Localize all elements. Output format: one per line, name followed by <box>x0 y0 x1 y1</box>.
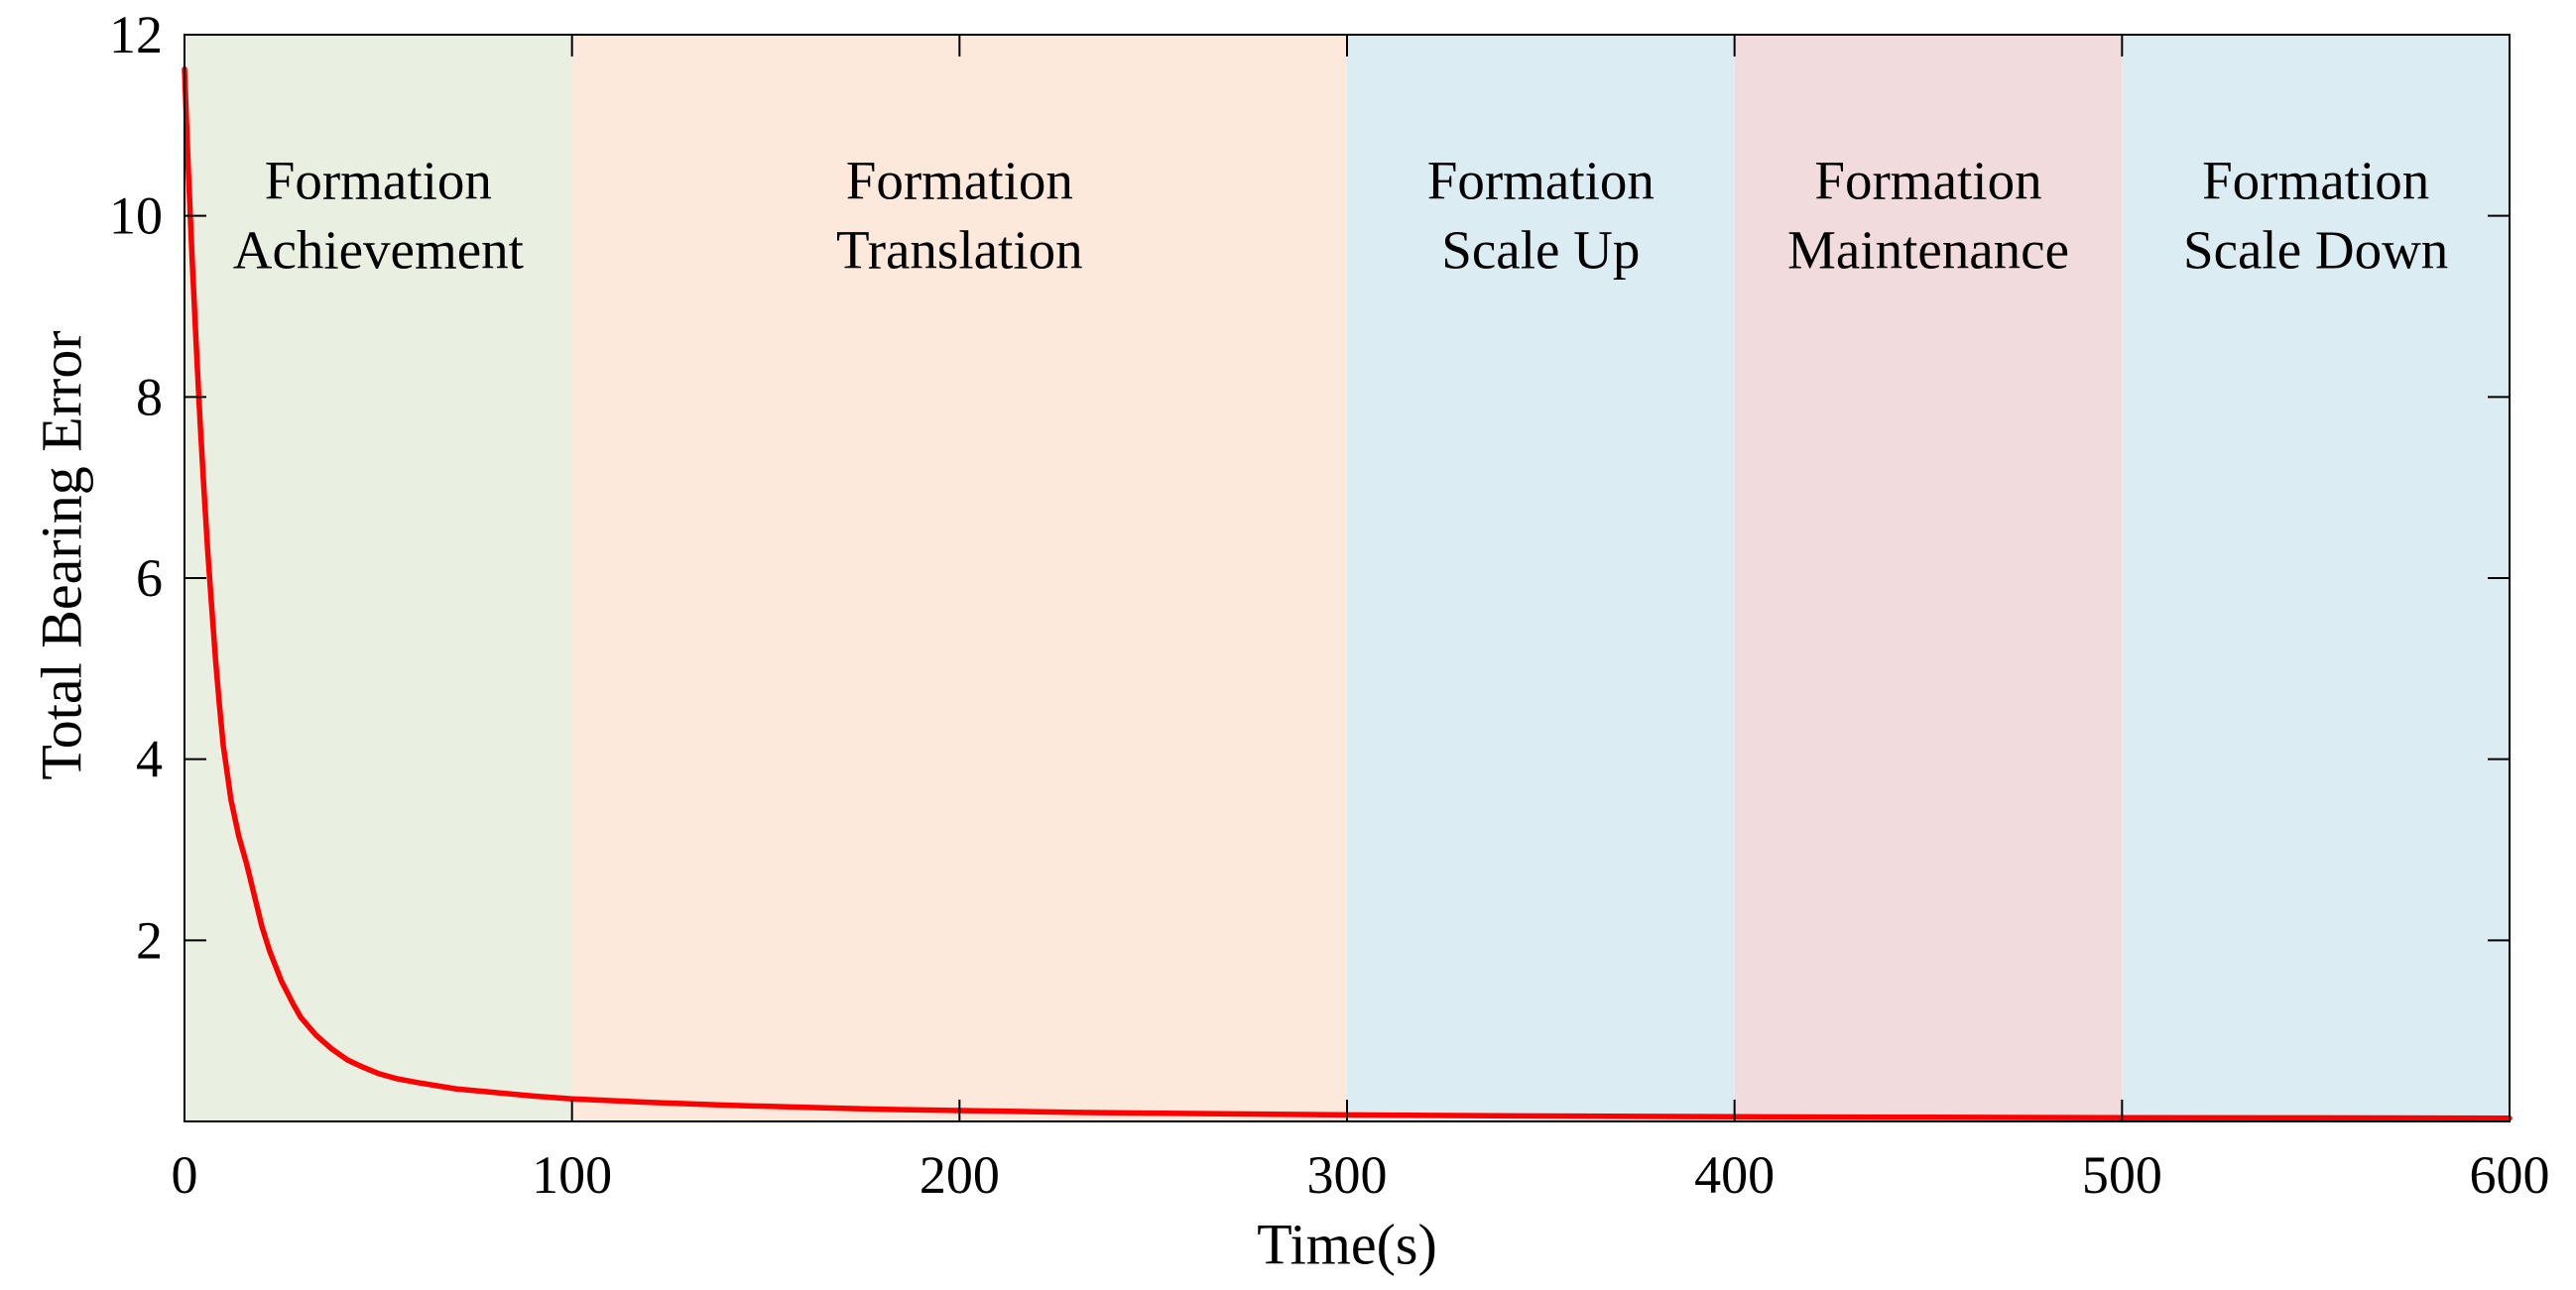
phase-band-formation-maintenance <box>1734 35 2123 1121</box>
error-curve-total-bearing-error <box>182 65 2513 1121</box>
y-tick-label-12: 12 <box>109 5 163 64</box>
x-tick-label-600: 600 <box>2470 1145 2550 1205</box>
phase-label-formation-translation-line2: Translation <box>836 220 1083 281</box>
x-tick-label-300: 300 <box>1307 1145 1388 1205</box>
y-tick-label-2: 2 <box>136 910 163 970</box>
x-axis-label: Time(s) <box>1257 1213 1437 1277</box>
phase-label-formation-scale-down-line1: Formation <box>2202 151 2429 211</box>
phase-label-formation-scale-up-line2: Scale Up <box>1441 220 1640 281</box>
x-tick-label-100: 100 <box>532 1145 612 1205</box>
x-tick-label-200: 200 <box>920 1145 1000 1205</box>
phase-band-formation-achievement <box>184 35 572 1121</box>
x-tick-label-400: 400 <box>1694 1145 1775 1205</box>
phase-band-formation-translation <box>571 35 1347 1121</box>
phase-band-formation-scale-down <box>2122 35 2510 1121</box>
phase-label-formation-achievement-line2: Achievement <box>233 220 524 281</box>
y-axis-label: Total Bearing Error <box>30 330 94 779</box>
phase-label-formation-achievement-line1: Formation <box>265 151 492 211</box>
y-tick-label-4: 4 <box>136 730 163 789</box>
phase-label-formation-scale-up-line1: Formation <box>1427 151 1655 211</box>
phase-label-formation-translation-line1: Formation <box>846 151 1073 211</box>
x-tick-label-500: 500 <box>2082 1145 2162 1205</box>
phase-label-formation-maintenance-line1: Formation <box>1814 151 2041 211</box>
y-tick-label-8: 8 <box>136 367 163 426</box>
phase-label-formation-scale-down-line2: Scale Down <box>2183 220 2448 281</box>
phase-label-formation-maintenance-line2: Maintenance <box>1787 220 2069 281</box>
y-tick-label-6: 6 <box>136 548 163 608</box>
phase-band-formation-scale-up <box>1347 35 1735 1121</box>
x-tick-label-0: 0 <box>172 1145 198 1205</box>
y-tick-label-10: 10 <box>109 186 163 246</box>
